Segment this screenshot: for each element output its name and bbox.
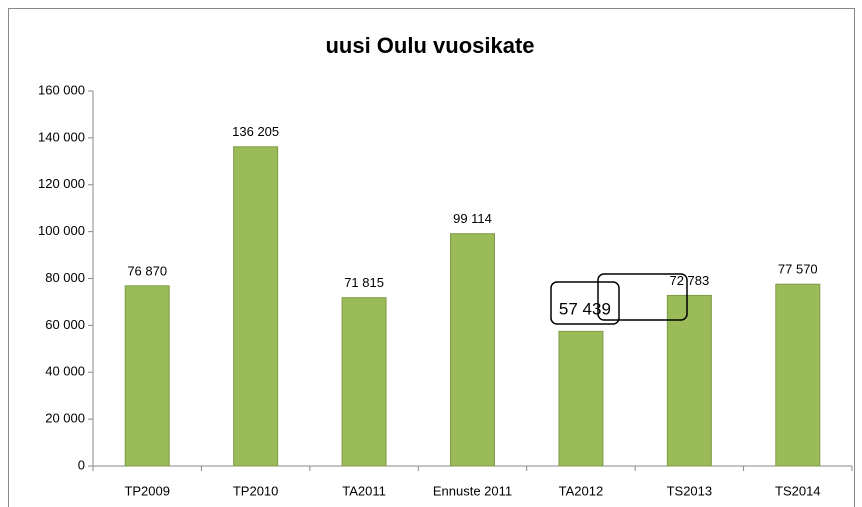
x-tick-label: TP2009 bbox=[124, 483, 170, 498]
y-tick-label: 120 000 bbox=[38, 176, 85, 191]
y-tick-label: 20 000 bbox=[45, 411, 85, 426]
x-tick-label: TA2011 bbox=[342, 483, 386, 498]
data-label: 57 439 bbox=[559, 299, 611, 318]
data-label: 72 783 bbox=[669, 273, 709, 288]
bar bbox=[341, 297, 387, 467]
y-tick-label: 160 000 bbox=[38, 82, 85, 97]
data-label: 77 570 bbox=[778, 262, 818, 277]
annotation-box bbox=[597, 273, 688, 321]
bar bbox=[558, 330, 604, 467]
bar bbox=[233, 146, 279, 467]
bar bbox=[666, 294, 712, 467]
data-label: 99 114 bbox=[453, 211, 492, 226]
data-label: 71 815 bbox=[344, 275, 384, 290]
data-label: 76 870 bbox=[127, 263, 167, 278]
x-tick-label: Ennuste 2011 bbox=[433, 483, 512, 498]
bar bbox=[124, 285, 170, 467]
x-tick-label: TS2013 bbox=[667, 483, 713, 498]
annotation-box bbox=[550, 281, 620, 325]
y-tick-label: 0 bbox=[78, 457, 85, 472]
bar bbox=[775, 283, 821, 467]
y-tick-label: 100 000 bbox=[38, 223, 85, 238]
chart-title: uusi Oulu vuosikate bbox=[325, 33, 534, 58]
x-tick-label: TA2012 bbox=[559, 483, 604, 498]
data-label: 136 205 bbox=[232, 124, 279, 139]
x-tick-label: TS2014 bbox=[775, 483, 821, 498]
y-tick-label: 40 000 bbox=[45, 364, 85, 379]
bar bbox=[450, 233, 495, 467]
y-tick-label: 80 000 bbox=[45, 270, 85, 285]
x-tick-label: TP2010 bbox=[233, 483, 279, 498]
y-tick-label: 140 000 bbox=[38, 129, 85, 144]
y-tick-label: 60 000 bbox=[45, 317, 85, 332]
